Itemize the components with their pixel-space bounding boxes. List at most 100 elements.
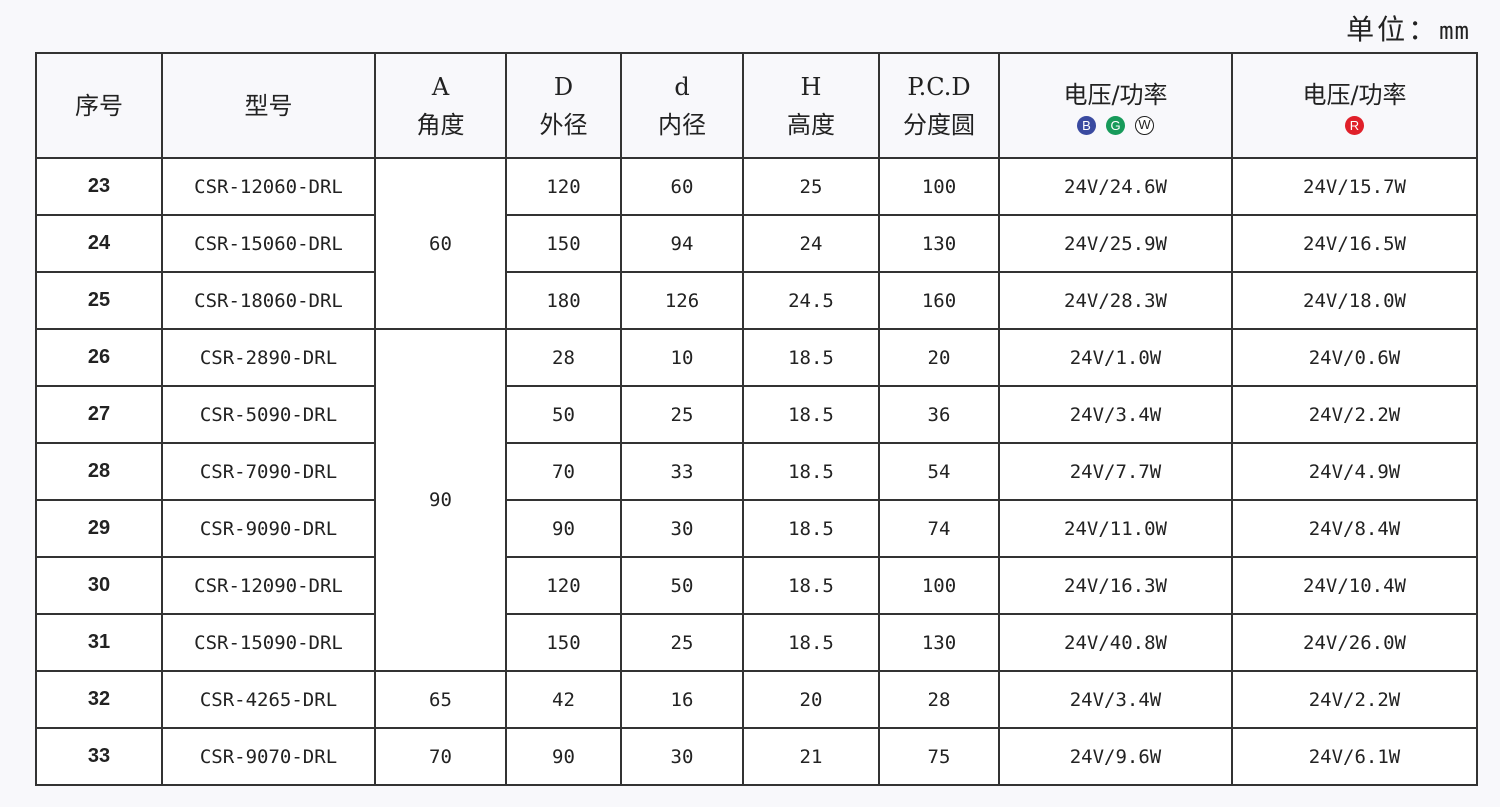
cell-power-bgw: 24V/25.9W xyxy=(998,214,1233,273)
cell-outer-diameter: 150 xyxy=(505,214,622,273)
table-row: 32 CSR-4265-DRL 65 42 16 20 28 24V/3.4W 24V/2.2W xyxy=(35,670,1478,729)
cell-no: 33 xyxy=(35,727,163,786)
cell-inner-diameter: 10 xyxy=(620,328,744,387)
header-no: 序号 xyxy=(35,52,163,159)
header-row: 序号 型号 A 角度 D 外径 d 内径 H 高度 P.C.D 分度圆 电压/功率 B G W … xyxy=(35,52,1478,159)
cell-power-bgw: 24V/28.3W xyxy=(998,271,1233,330)
cell-power-r: 24V/0.6W xyxy=(1231,328,1478,387)
header-power-label: 电压/功率 xyxy=(1302,81,1407,109)
cell-inner-diameter: 94 xyxy=(620,214,744,273)
cell-power-r: 24V/16.5W xyxy=(1231,214,1478,273)
cell-pcd: 160 xyxy=(878,271,1000,330)
cell-pcd: 36 xyxy=(878,385,1000,444)
cell-power-bgw: 24V/11.0W xyxy=(998,499,1233,558)
table-row: 28 CSR-7090-DRL 70 33 18.5 54 24V/7.7W 24V/4.9W xyxy=(35,442,1478,501)
cell-outer-diameter: 70 xyxy=(505,442,622,501)
cell-outer-diameter: 50 xyxy=(505,385,622,444)
color-badge-g-icon: G xyxy=(1106,116,1125,135)
color-badge-w-icon: W xyxy=(1135,116,1154,135)
cell-model: CSR-5090-DRL xyxy=(161,385,376,444)
cell-pcd: 130 xyxy=(878,613,1000,672)
header-outer-diameter: D 外径 xyxy=(505,52,622,159)
cell-inner-diameter: 25 xyxy=(620,385,744,444)
cell-inner-diameter: 50 xyxy=(620,556,744,615)
cell-power-r: 24V/26.0W xyxy=(1231,613,1478,672)
cell-model: CSR-4265-DRL xyxy=(161,670,376,729)
cell-height: 18.5 xyxy=(742,442,880,501)
cell-angle: 65 xyxy=(374,670,507,729)
cell-model: CSR-15060-DRL xyxy=(161,214,376,273)
cell-height: 21 xyxy=(742,727,880,786)
cell-model: CSR-12060-DRL xyxy=(161,157,376,216)
header-pcd: P.C.D 分度圆 xyxy=(878,52,1000,159)
cell-no: 23 xyxy=(35,157,163,216)
cell-outer-diameter: 90 xyxy=(505,499,622,558)
cell-inner-diameter: 30 xyxy=(620,499,744,558)
cell-no: 27 xyxy=(35,385,163,444)
cell-pcd: 74 xyxy=(878,499,1000,558)
cell-model: CSR-9090-DRL xyxy=(161,499,376,558)
header-angle: A 角度 xyxy=(374,52,507,159)
cell-pcd: 75 xyxy=(878,727,1000,786)
cell-model: CSR-15090-DRL xyxy=(161,613,376,672)
table-row: 26 CSR-2890-DRL 90 28 10 18.5 20 24V/1.0W 24V/0.… xyxy=(35,328,1478,672)
cell-no: 28 xyxy=(35,442,163,501)
cell-no: 31 xyxy=(35,613,163,672)
cell-height: 24 xyxy=(742,214,880,273)
cell-inner-diameter: 25 xyxy=(620,613,744,672)
header-model: 型号 xyxy=(161,52,376,159)
cell-angle: 60 xyxy=(374,157,507,330)
cell-power-bgw: 24V/9.6W xyxy=(998,727,1233,786)
cell-power-bgw: 24V/40.8W xyxy=(998,613,1233,672)
header-outer-label: 外径 xyxy=(539,110,588,139)
color-badge-b-icon: B xyxy=(1077,116,1096,135)
cell-power-bgw: 24V/1.0W xyxy=(998,328,1233,387)
cell-no: 30 xyxy=(35,556,163,615)
table-row: 25 CSR-18060-DRL 180 126 24.5 160 24V/28.3W 24V… xyxy=(35,271,1478,330)
header-inner-label: 内径 xyxy=(658,110,706,139)
cell-power-bgw: 24V/3.4W xyxy=(998,670,1233,729)
table-row: 29 CSR-9090-DRL 90 30 18.5 74 24V/11.0W 24V/8.4… xyxy=(35,499,1478,558)
cell-no: 32 xyxy=(35,670,163,729)
cell-power-r: 24V/2.2W xyxy=(1231,385,1478,444)
header-height: H 高度 xyxy=(742,52,880,159)
cell-model: CSR-2890-DRL xyxy=(161,328,376,387)
cell-power-r: 24V/4.9W xyxy=(1231,442,1478,501)
cell-power-r: 24V/18.0W xyxy=(1231,271,1478,330)
header-height-symbol: H xyxy=(800,72,822,101)
cell-height: 18.5 xyxy=(742,328,880,387)
cell-model: CSR-18060-DRL xyxy=(161,271,376,330)
cell-inner-diameter: 126 xyxy=(620,271,744,330)
table-row: 24 CSR-15060-DRL 150 94 24 130 24V/25.9W 24V/16… xyxy=(35,214,1478,273)
header-outer-symbol: D xyxy=(553,72,574,101)
cell-outer-diameter: 28 xyxy=(505,328,622,387)
unit-label: 单位：mm xyxy=(1346,8,1470,48)
cell-no: 25 xyxy=(35,271,163,330)
cell-power-bgw: 24V/7.7W xyxy=(998,442,1233,501)
header-angle-symbol: A xyxy=(431,72,450,101)
cell-inner-diameter: 33 xyxy=(620,442,744,501)
cell-power-r: 24V/6.1W xyxy=(1231,727,1478,786)
header-power-label: 电压/功率 xyxy=(1063,81,1168,109)
header-power-bgw: 电压/功率 B G W xyxy=(998,52,1233,159)
cell-inner-diameter: 60 xyxy=(620,157,744,216)
cell-power-bgw: 24V/16.3W xyxy=(998,556,1233,615)
cell-height: 18.5 xyxy=(742,385,880,444)
header-angle-label: 角度 xyxy=(416,110,465,139)
cell-height: 24.5 xyxy=(742,271,880,330)
cell-pcd: 130 xyxy=(878,214,1000,273)
color-badge-r-icon: R xyxy=(1345,116,1364,135)
spec-table: 序号 型号 A 角度 D 外径 d 内径 H 高度 P.C.D 分度圆 电压/功率 B G W … xyxy=(35,52,1478,786)
cell-model: CSR-7090-DRL xyxy=(161,442,376,501)
cell-outer-diameter: 120 xyxy=(505,157,622,216)
cell-power-bgw: 24V/24.6W xyxy=(998,157,1233,216)
cell-outer-diameter: 120 xyxy=(505,556,622,615)
table-row: 27 CSR-5090-DRL 50 25 18.5 36 24V/3.4W 24V/2.2W xyxy=(35,385,1478,444)
cell-pcd: 100 xyxy=(878,556,1000,615)
header-inner-diameter: d 内径 xyxy=(620,52,744,159)
table-row: 30 CSR-12090-DRL 120 50 18.5 100 24V/16.3W 24V/… xyxy=(35,556,1478,615)
cell-outer-diameter: 42 xyxy=(505,670,622,729)
header-height-label: 高度 xyxy=(787,110,835,139)
cell-height: 18.5 xyxy=(742,499,880,558)
